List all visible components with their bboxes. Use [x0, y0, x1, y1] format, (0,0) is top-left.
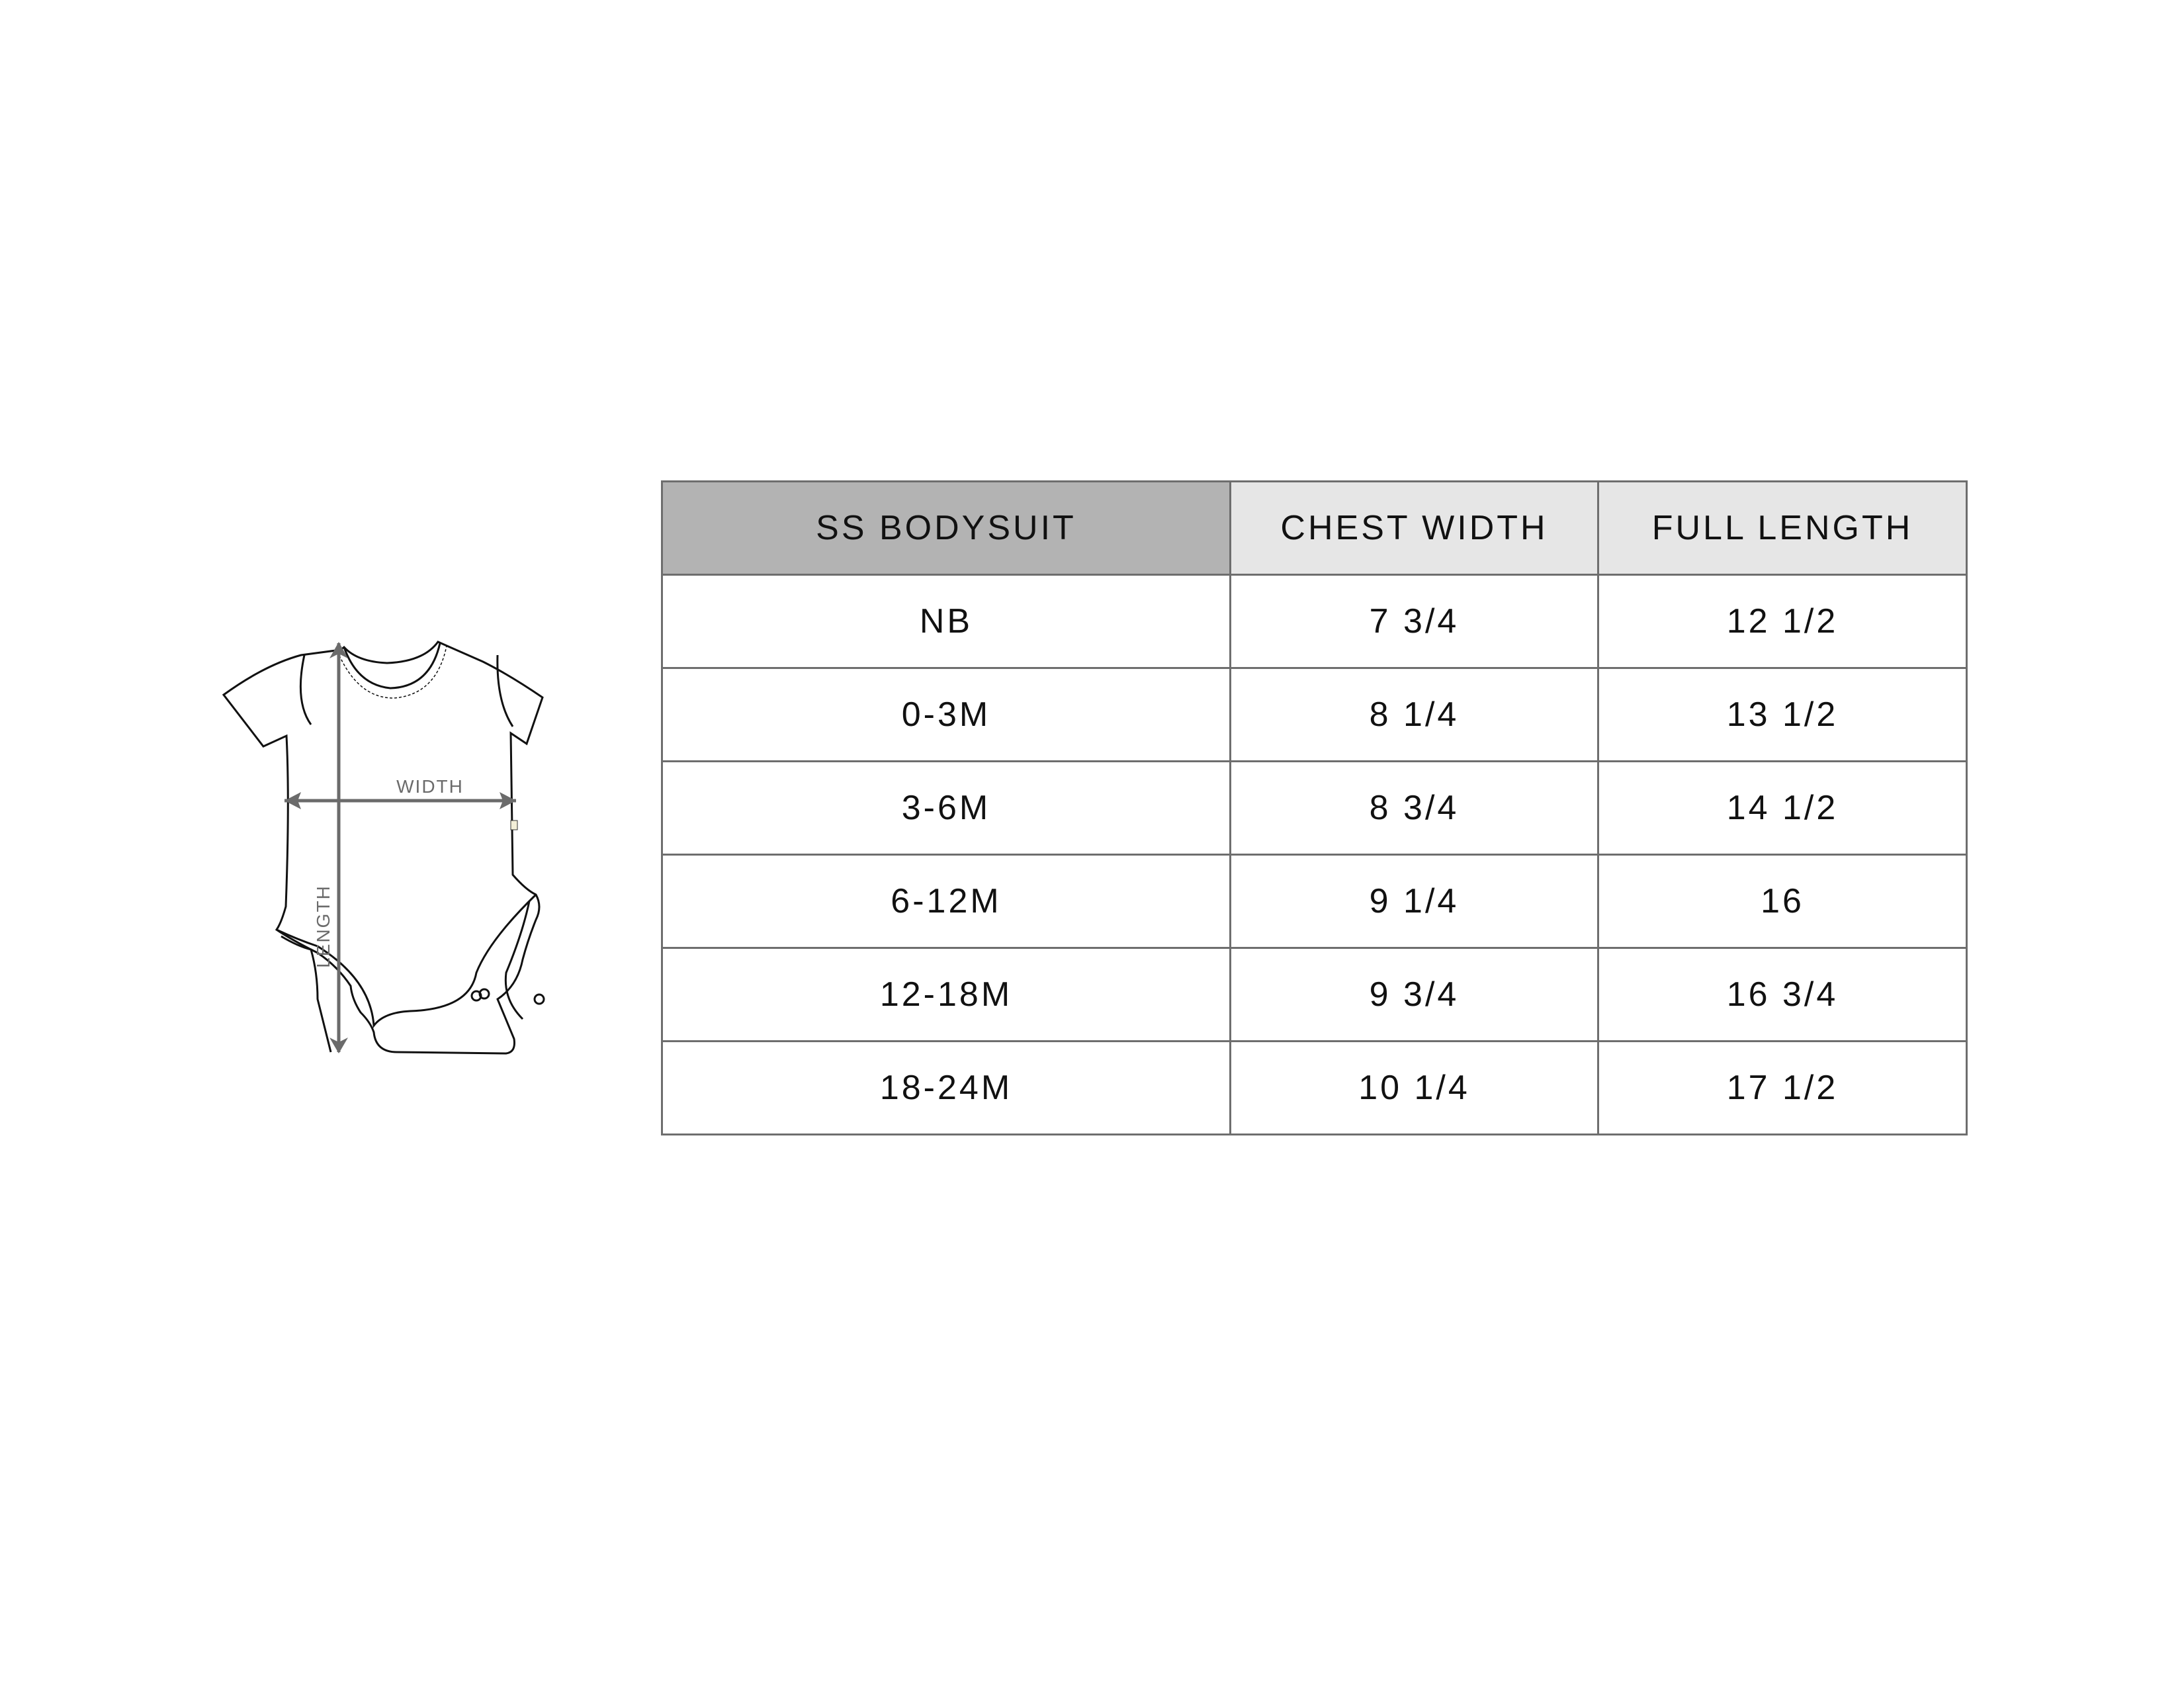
size-cell: 18-24M [661, 1040, 1231, 1135]
chest-width-cell: 8 3/4 [1229, 760, 1599, 856]
full-length-cell: 14 1/2 [1597, 760, 1968, 856]
full-length-cell: 16 3/4 [1597, 947, 1968, 1042]
table-header-row: SS BODYSUIT CHEST WIDTH FULL LENGTH [661, 480, 1968, 576]
width-label: WIDTH [396, 776, 464, 797]
brand-tag-icon [510, 820, 518, 830]
full-length-cell: 13 1/2 [1597, 667, 1968, 762]
full-length-cell: 12 1/2 [1597, 574, 1968, 669]
bodysuit-outline [222, 641, 545, 1055]
full-length-cell: 17 1/2 [1597, 1040, 1968, 1135]
chest-width-cell: 9 3/4 [1229, 947, 1599, 1042]
table-row: 6-12M 9 1/4 16 [661, 854, 1968, 949]
table-row: 18-24M 10 1/4 17 1/2 [661, 1040, 1968, 1135]
chest-width-cell: 10 1/4 [1229, 1040, 1599, 1135]
arrow-up-icon [329, 642, 348, 658]
chest-width-cell: 9 1/4 [1229, 854, 1599, 949]
bodysuit-measurement-diagram: WIDTH LENGTH [222, 641, 545, 1055]
table-row: NB 7 3/4 12 1/2 [661, 574, 1968, 669]
arrow-left-icon [284, 792, 301, 809]
size-chart-table: SS BODYSUIT CHEST WIDTH FULL LENGTH NB 7 … [661, 480, 1968, 1135]
full-length-cell: 16 [1597, 854, 1968, 949]
size-cell: 0-3M [661, 667, 1231, 762]
chest-width-cell: 7 3/4 [1229, 574, 1599, 669]
table-row: 12-18M 9 3/4 16 3/4 [661, 947, 1968, 1042]
size-cell: NB [661, 574, 1231, 669]
size-cell: 3-6M [661, 760, 1231, 856]
table-row: 0-3M 8 1/4 13 1/2 [661, 667, 1968, 762]
header-product: SS BODYSUIT [661, 480, 1231, 576]
size-cell: 6-12M [661, 854, 1231, 949]
chest-width-cell: 8 1/4 [1229, 667, 1599, 762]
table-row: 3-6M 8 3/4 14 1/2 [661, 760, 1968, 856]
header-chest-width: CHEST WIDTH [1229, 480, 1599, 576]
length-label: LENGTH [313, 885, 333, 968]
size-cell: 12-18M [661, 947, 1231, 1042]
measurement-arrows [284, 642, 516, 1053]
arrow-down-icon [329, 1038, 348, 1053]
header-full-length: FULL LENGTH [1597, 480, 1968, 576]
arrow-right-icon [500, 792, 516, 809]
